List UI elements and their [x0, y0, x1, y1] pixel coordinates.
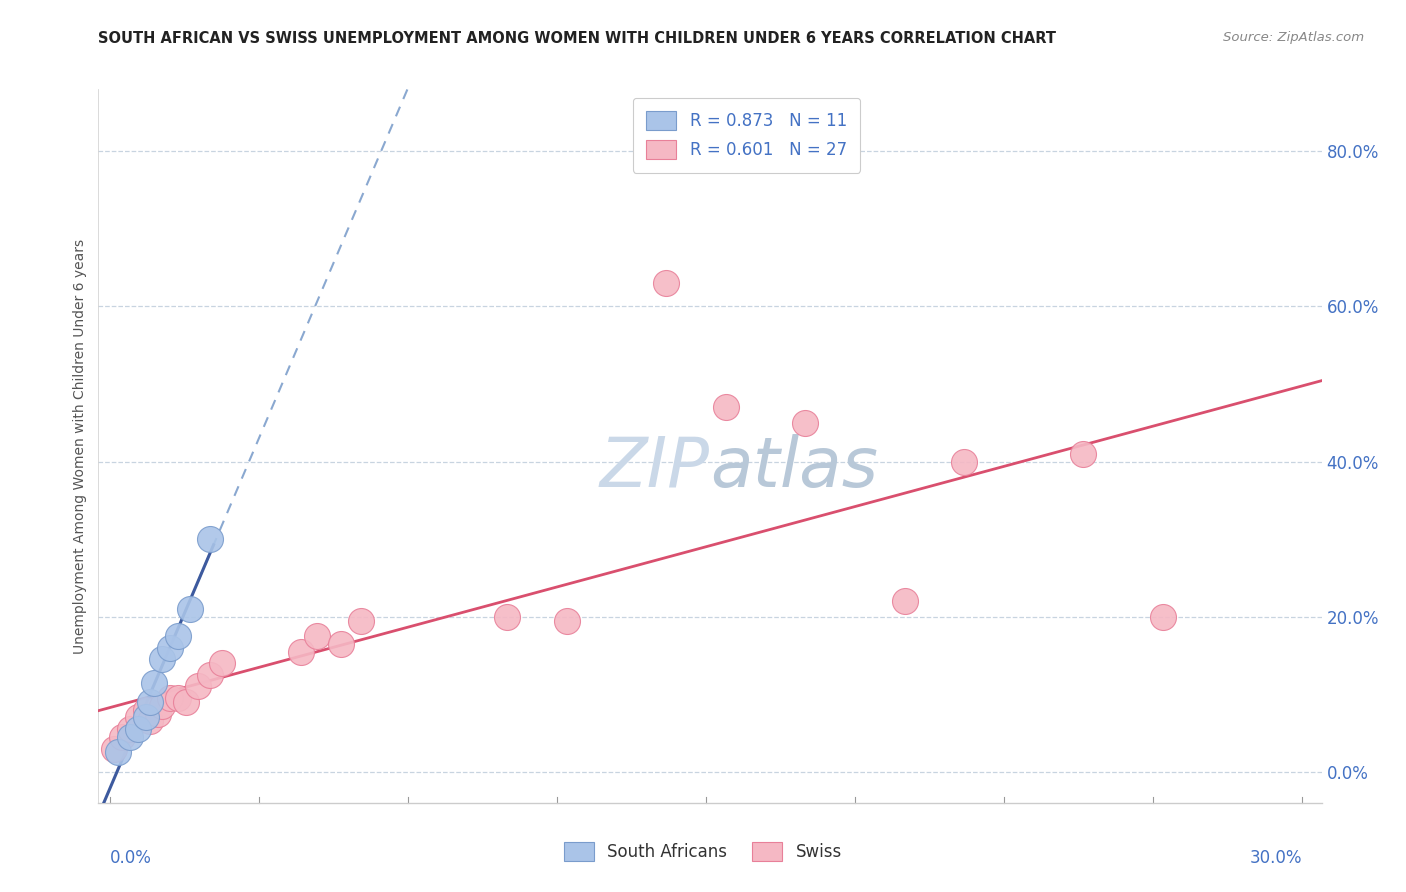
- Point: [166, 691, 188, 706]
- Text: Source: ZipAtlas.com: Source: ZipAtlas.com: [1223, 31, 1364, 45]
- Text: SOUTH AFRICAN VS SWISS UNEMPLOYMENT AMONG WOMEN WITH CHILDREN UNDER 6 YEARS CORR: SOUTH AFRICAN VS SWISS UNEMPLOYMENT AMON…: [98, 31, 1056, 46]
- Point: [555, 614, 578, 628]
- Point: [655, 276, 678, 290]
- Point: [290, 644, 312, 658]
- Point: [198, 532, 221, 546]
- Point: [143, 675, 166, 690]
- Point: [159, 640, 181, 655]
- Point: [135, 703, 157, 717]
- Point: [953, 454, 976, 468]
- Point: [893, 594, 915, 608]
- Point: [127, 710, 149, 724]
- Point: [107, 745, 129, 759]
- Point: [139, 695, 162, 709]
- Text: 0.0%: 0.0%: [110, 849, 152, 867]
- Text: atlas: atlas: [710, 434, 877, 501]
- Point: [305, 629, 328, 643]
- Text: ZIP: ZIP: [600, 434, 710, 501]
- Legend: R = 0.873   N = 11, R = 0.601   N = 27: R = 0.873 N = 11, R = 0.601 N = 27: [633, 97, 860, 173]
- Point: [179, 602, 201, 616]
- Point: [127, 722, 149, 736]
- Point: [120, 730, 142, 744]
- Point: [103, 741, 125, 756]
- Point: [496, 609, 519, 624]
- Point: [794, 416, 817, 430]
- Point: [187, 680, 209, 694]
- Text: 30.0%: 30.0%: [1250, 849, 1302, 867]
- Point: [329, 637, 352, 651]
- Point: [166, 629, 188, 643]
- Point: [111, 730, 134, 744]
- Point: [135, 710, 157, 724]
- Point: [159, 691, 181, 706]
- Point: [120, 722, 142, 736]
- Point: [150, 652, 173, 666]
- Point: [714, 401, 737, 415]
- Point: [174, 695, 197, 709]
- Point: [146, 706, 169, 721]
- Point: [150, 698, 173, 713]
- Point: [211, 656, 233, 670]
- Point: [198, 668, 221, 682]
- Point: [1152, 609, 1174, 624]
- Point: [139, 714, 162, 729]
- Point: [1073, 447, 1095, 461]
- Y-axis label: Unemployment Among Women with Children Under 6 years: Unemployment Among Women with Children U…: [73, 238, 87, 654]
- Point: [349, 614, 371, 628]
- Legend: South Africans, Swiss: South Africans, Swiss: [551, 829, 855, 875]
